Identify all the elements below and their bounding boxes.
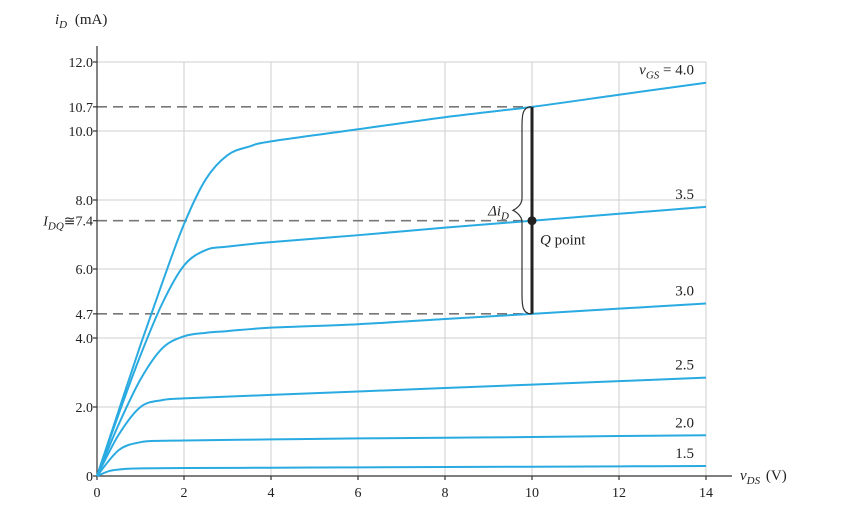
- series-label: 3.5: [675, 187, 694, 203]
- x-tick-label: 0: [94, 486, 101, 501]
- curve-vgs-1-5: [96, 465, 707, 477]
- curve-vgs-2-0: [96, 434, 707, 477]
- series-label: 2.5: [675, 358, 694, 374]
- series-label: 3.0: [675, 284, 694, 300]
- series-label: 1.5: [675, 446, 694, 462]
- x-tick-label: 2: [181, 486, 188, 501]
- y-tick-label: 0: [86, 470, 93, 485]
- delta-id-label: ΔiD: [487, 203, 509, 222]
- y-tick-label: 4.0: [76, 332, 94, 347]
- y-tick-label: 10.0: [69, 125, 94, 140]
- y-tick-label: 12.0: [69, 56, 94, 71]
- curve-vgs-4-0: [96, 81, 707, 477]
- x-tick-label: 10: [525, 486, 539, 501]
- x-tick-label: 12: [612, 486, 626, 501]
- y-tick-label: 10.7: [69, 101, 94, 116]
- delta-brace: [511, 106, 532, 315]
- x-tick-label: 4: [268, 486, 275, 501]
- dashed-reference-lines: [97, 106, 532, 315]
- curve-vgs-2-5: [96, 376, 707, 477]
- curve-vgs-3-0: [96, 302, 707, 477]
- series-label-vgs: vGS = 4.0: [639, 63, 694, 82]
- labels: 0 2 4 6 8 10 12 14 0 2.0 4.0 4.7 6.0 IDQ≅7.4 8.0 10.0 10…: [42, 12, 787, 501]
- series-label: 2.0: [675, 415, 694, 431]
- curve-vgs-3-5: [96, 205, 707, 477]
- x-tick-label: 6: [355, 486, 362, 501]
- q-point-marker: [527, 216, 537, 226]
- q-point-label: Q point: [540, 233, 586, 249]
- y-tick-label: 4.7: [76, 308, 94, 323]
- y-tick-label: 2.0: [76, 401, 94, 416]
- y-tick-label: 6.0: [76, 263, 94, 278]
- y-tick-label: 8.0: [76, 194, 94, 209]
- x-tick-label: 14: [699, 486, 713, 501]
- x-tick-label: 8: [442, 486, 449, 501]
- axes: [93, 46, 732, 480]
- curves: [96, 81, 707, 477]
- idq-label: IDQ≅7.4: [42, 215, 93, 233]
- y-axis-label: iD (mA): [55, 12, 107, 31]
- q-point-markers: [511, 106, 537, 315]
- x-axis-label: vDS (V): [740, 468, 787, 487]
